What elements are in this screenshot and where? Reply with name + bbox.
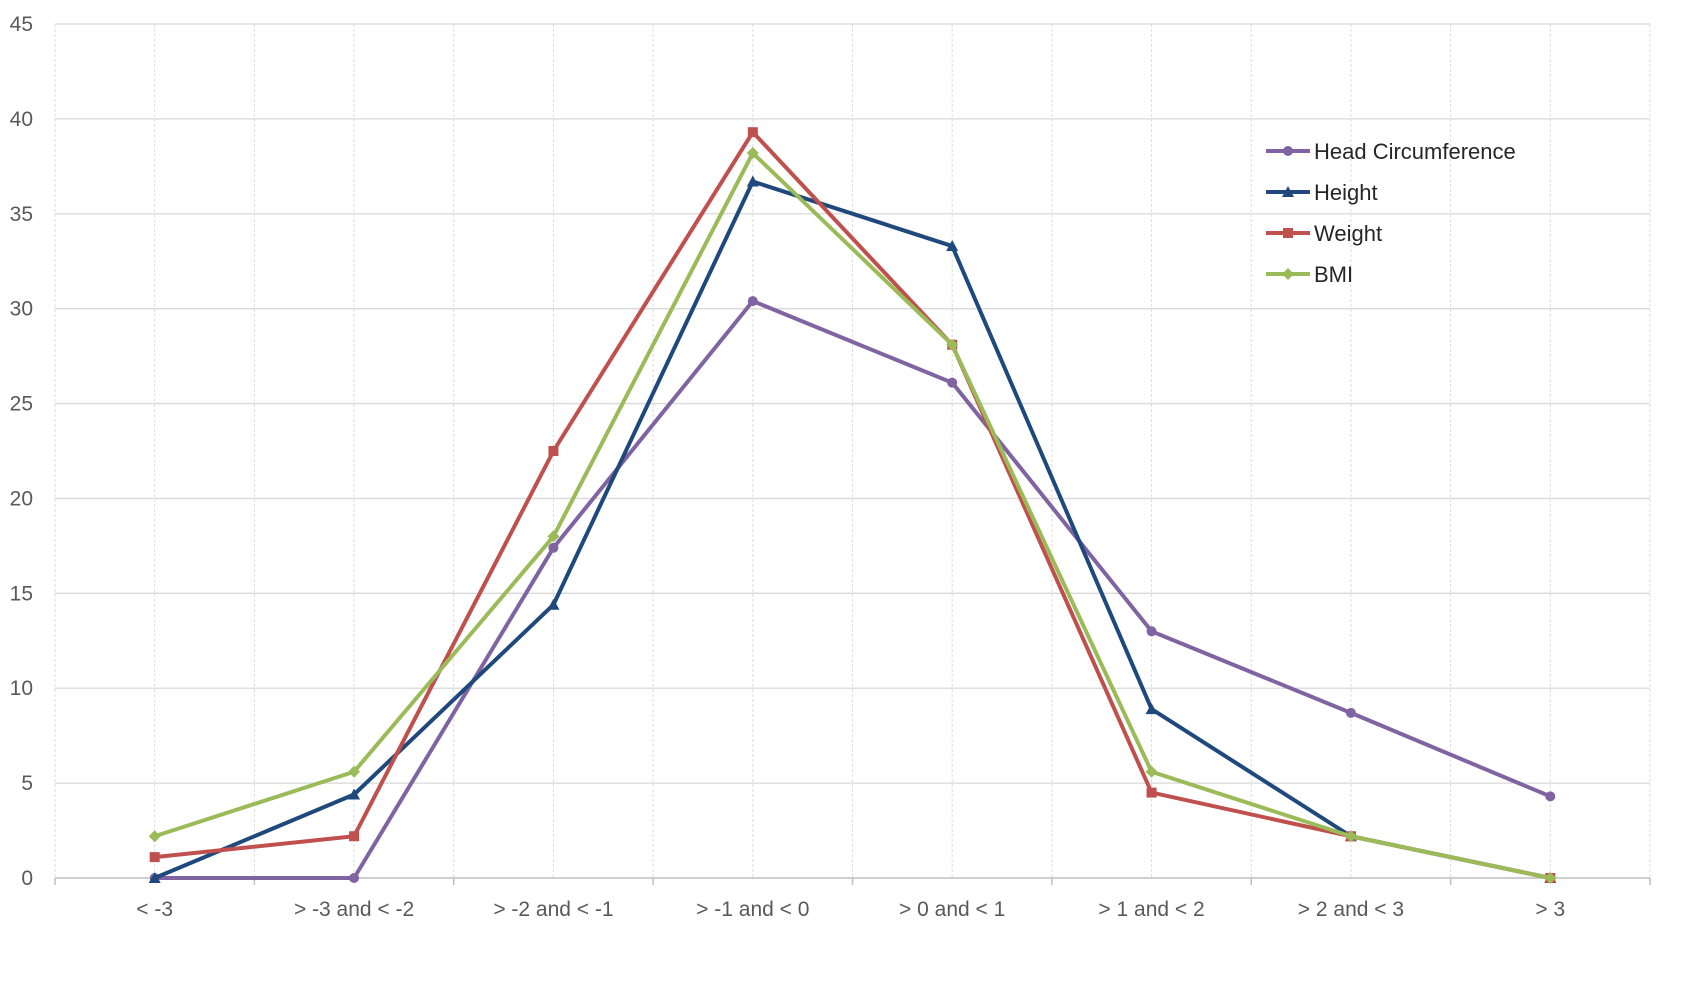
- x-tick-label: > 3: [1535, 898, 1565, 921]
- legend-item-head-circumference: Head Circumference: [1266, 139, 1516, 164]
- data-point-head-circumference: [548, 542, 559, 553]
- legend-label: Head Circumference: [1314, 139, 1516, 164]
- x-tick-label: > 0 and < 1: [899, 898, 1005, 921]
- data-point-height: [1145, 703, 1158, 715]
- data-point-height: [946, 240, 959, 252]
- y-tick-label: 5: [21, 772, 33, 795]
- data-point-bmi: [946, 338, 959, 351]
- data-point-bmi: [1145, 765, 1158, 778]
- data-point-bmi: [348, 765, 361, 778]
- x-tick-label: > 1 and < 2: [1098, 898, 1204, 921]
- legend-marker: [1282, 186, 1294, 197]
- x-tick-label: > -2 and < -1: [493, 898, 613, 921]
- y-axis-ticks: 0 5 10 15 20 25 30 35 40 45: [10, 13, 33, 890]
- y-tick-label: 40: [10, 108, 33, 131]
- legend-marker: [1283, 146, 1293, 156]
- x-tick-label: < -3: [136, 898, 173, 921]
- series-line-bmi: [154, 151, 1551, 880]
- legend-marker: [1283, 228, 1293, 238]
- x-tick-label: > -3 and < -2: [294, 898, 414, 921]
- data-point-height: [746, 175, 759, 187]
- legend: Head Circumference Height Weight BMI: [1266, 139, 1516, 287]
- data-point-head-circumference: [1545, 791, 1556, 802]
- x-tick-label: > -1 and < 0: [696, 898, 809, 921]
- legend-label: BMI: [1314, 262, 1353, 287]
- series-bmi: [148, 147, 1557, 884]
- y-tick-label: 20: [10, 487, 33, 510]
- series-lines: [148, 127, 1557, 884]
- legend-label: Weight: [1314, 221, 1382, 246]
- legend-item-weight: Weight: [1266, 221, 1382, 246]
- series-line-weight: [154, 130, 1551, 880]
- y-tick-label: 25: [10, 393, 33, 416]
- data-point-weight: [149, 852, 160, 863]
- data-point-weight: [747, 127, 758, 138]
- y-tick-label: 35: [10, 203, 33, 226]
- series-line-head-circumference: [154, 299, 1552, 880]
- data-point-head-circumference: [947, 377, 958, 388]
- y-tick-label: 15: [10, 582, 33, 605]
- data-point-head-circumference: [1146, 626, 1157, 637]
- data-point-weight: [548, 446, 559, 456]
- legend-item-height: Height: [1266, 180, 1378, 205]
- data-point-height: [348, 788, 361, 800]
- data-point-weight: [349, 831, 360, 842]
- data-point-head-circumference: [349, 873, 360, 883]
- y-tick-label: 10: [10, 677, 33, 700]
- legend-label: Height: [1314, 180, 1378, 205]
- data-point-bmi: [547, 530, 560, 543]
- y-tick-label: 30: [10, 298, 33, 321]
- x-tick-label: > 2 and < 3: [1298, 898, 1404, 921]
- y-tick-label: 45: [10, 13, 33, 36]
- data-point-bmi: [1344, 830, 1357, 843]
- data-point-bmi: [148, 830, 161, 843]
- data-point-head-circumference: [1345, 707, 1356, 718]
- series-line-height: [153, 179, 1551, 880]
- data-point-height: [148, 872, 161, 883]
- data-point-head-circumference: [747, 296, 758, 307]
- x-axis-ticks: < -3 > -3 and < -2 > -2 and < -1 > -1 and <…: [136, 898, 1565, 921]
- legend-marker: [1282, 268, 1294, 280]
- legend-item-bmi: BMI: [1266, 262, 1353, 287]
- data-point-bmi: [746, 147, 759, 160]
- data-point-height: [547, 598, 560, 610]
- data-point-weight: [1146, 787, 1157, 798]
- y-tick-label: 0: [21, 867, 33, 890]
- data-point-bmi: [1544, 872, 1557, 884]
